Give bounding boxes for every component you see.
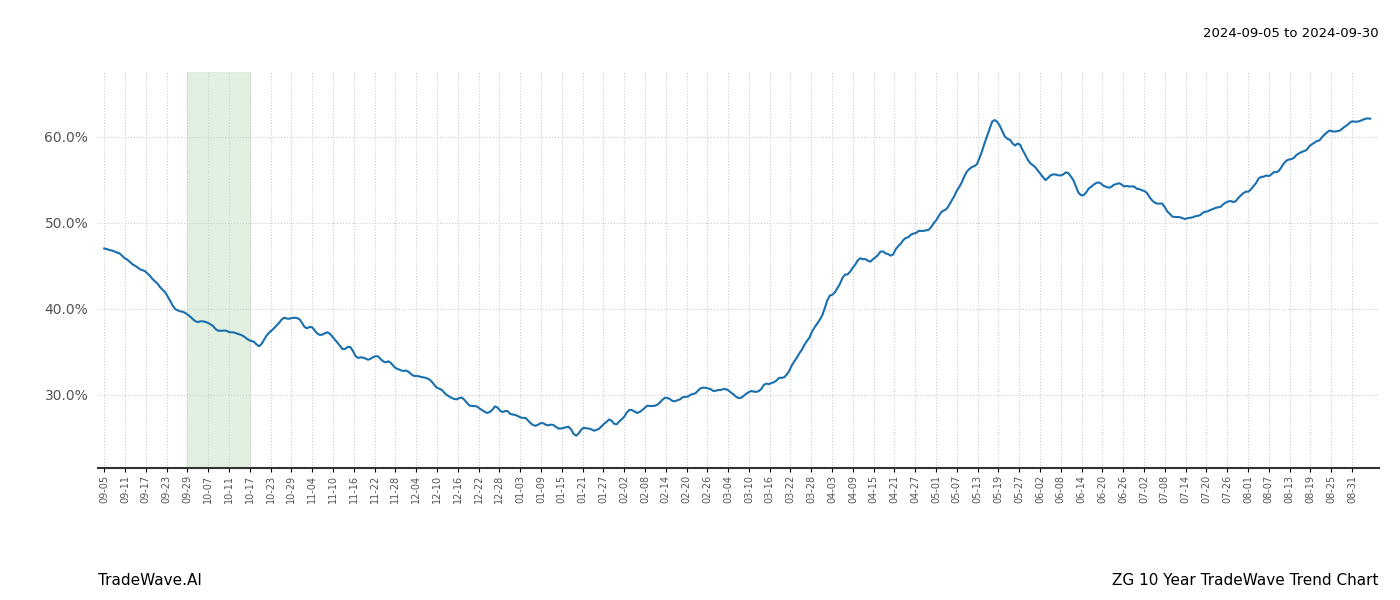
Text: TradeWave.AI: TradeWave.AI xyxy=(98,573,202,588)
Text: ZG 10 Year TradeWave Trend Chart: ZG 10 Year TradeWave Trend Chart xyxy=(1113,573,1379,588)
Bar xyxy=(188,72,249,468)
Text: 2024-09-05 to 2024-09-30: 2024-09-05 to 2024-09-30 xyxy=(1204,28,1379,40)
